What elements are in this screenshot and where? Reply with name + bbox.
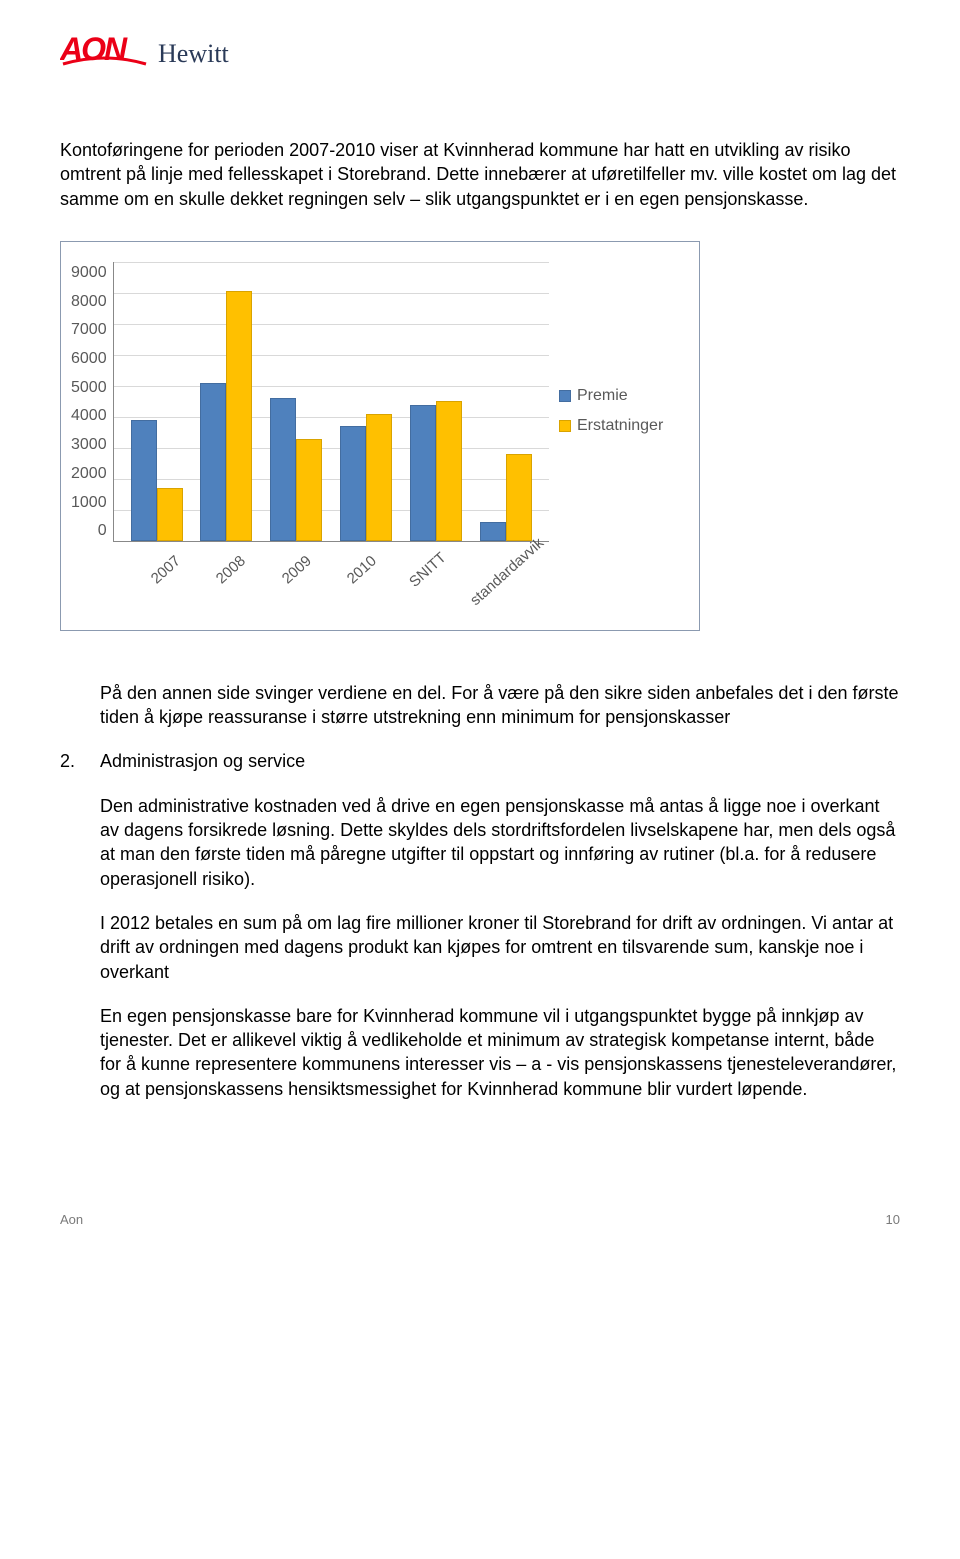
legend-item: Premie	[559, 385, 689, 407]
chart-legend: Premie Erstatninger	[549, 262, 689, 620]
bar	[270, 398, 296, 541]
bar	[436, 401, 462, 541]
bar	[340, 426, 366, 541]
bar	[200, 383, 226, 541]
bar-chart: 9000 8000 7000 6000 5000 4000 3000 2000 1000 0 20…	[60, 241, 700, 631]
bar-group	[471, 262, 541, 541]
bar	[296, 439, 322, 541]
bar-group	[122, 262, 192, 541]
legend-label: Premie	[577, 385, 628, 407]
bar	[131, 420, 157, 541]
bar-group	[192, 262, 262, 541]
bar-group	[261, 262, 331, 541]
aon-hewitt-logo: AON Hewitt	[60, 30, 290, 78]
paragraph-intro: Kontoføringene for perioden 2007-2010 vi…	[60, 138, 900, 211]
legend-label: Erstatninger	[577, 415, 663, 437]
list-number: 2.	[60, 749, 100, 1121]
y-tick: 2000	[71, 463, 107, 485]
y-tick: 5000	[71, 377, 107, 399]
bar	[366, 414, 392, 541]
y-axis: 9000 8000 7000 6000 5000 4000 3000 2000 1000 0	[71, 262, 113, 542]
y-tick: 7000	[71, 319, 107, 341]
y-tick: 9000	[71, 262, 107, 284]
y-tick: 0	[98, 520, 107, 542]
page-number: 10	[886, 1211, 900, 1229]
y-tick: 3000	[71, 434, 107, 456]
section-2-p3: En egen pensjonskasse bare for Kvinnhera…	[100, 1004, 900, 1101]
x-axis: 2007200820092010SNITTstandardavvik	[113, 542, 549, 602]
legend-item: Erstatninger	[559, 415, 689, 437]
plot-area	[113, 262, 549, 542]
y-tick: 4000	[71, 405, 107, 427]
section-2-title: Administrasjon og service	[100, 749, 900, 773]
section-2: 2. Administrasjon og service Den adminis…	[60, 749, 900, 1121]
y-tick: 1000	[71, 492, 107, 514]
bar-group	[331, 262, 401, 541]
page-footer: Aon 10	[60, 1211, 900, 1229]
legend-swatch	[559, 420, 571, 432]
paragraph-note: På den annen side svinger verdiene en de…	[100, 681, 900, 730]
bar-group	[401, 262, 471, 541]
svg-text:Hewitt: Hewitt	[158, 39, 230, 68]
section-2-p1: Den administrative kostnaden ved å drive…	[100, 794, 900, 891]
bar	[226, 291, 252, 541]
section-2-p2: I 2012 betales en sum på om lag fire mil…	[100, 911, 900, 984]
y-tick: 8000	[71, 291, 107, 313]
legend-swatch	[559, 390, 571, 402]
bar	[410, 405, 436, 541]
footer-brand: Aon	[60, 1211, 83, 1229]
brand-logo: AON Hewitt	[60, 30, 900, 78]
y-tick: 6000	[71, 348, 107, 370]
